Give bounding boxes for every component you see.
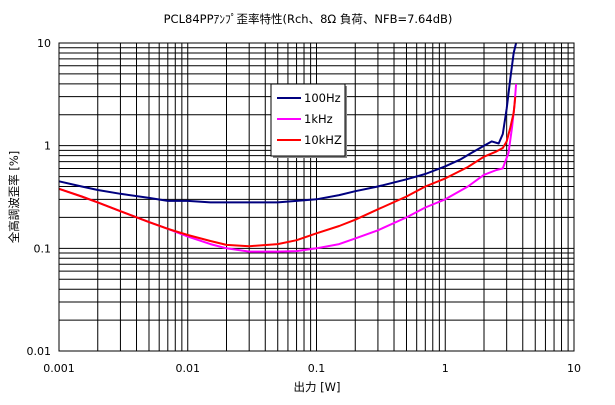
legend-label: 10kHZ (304, 133, 342, 147)
x-tick-label: 0.001 (43, 362, 75, 375)
x-tick-label: 1 (442, 362, 449, 375)
legend-label: 1kHz (304, 112, 333, 126)
x-tick-label: 0.1 (308, 362, 326, 375)
chart-title: PCL84PPｱﾝﾌﾟ歪率特性(Rch、8Ω 負荷、NFB=7.64dB) (164, 12, 453, 26)
y-tick-label: 1 (44, 140, 51, 153)
y-tick-label: 0.1 (34, 242, 52, 255)
grid (58, 43, 574, 352)
y-axis-label: 全高調波歪率 [%] (7, 151, 21, 244)
legend: 100Hz 1kHz 10kHZ (270, 83, 347, 158)
legend-label: 100Hz (304, 91, 341, 105)
x-tick-label: 10 (567, 362, 581, 375)
tick-labels: 0.001 0.01 0.1 1 10 0.01 0.1 1 10 (27, 37, 582, 375)
series-line-10khz (58, 96, 517, 248)
series-lines (58, 42, 518, 253)
x-axis-label: 出力 [W] (294, 380, 341, 394)
y-tick-label: 0.01 (27, 345, 52, 358)
series-line-100hz (58, 42, 518, 204)
x-tick-label: 0.01 (176, 362, 201, 375)
plot-frame (58, 42, 575, 352)
y-tick-label: 10 (37, 37, 51, 50)
